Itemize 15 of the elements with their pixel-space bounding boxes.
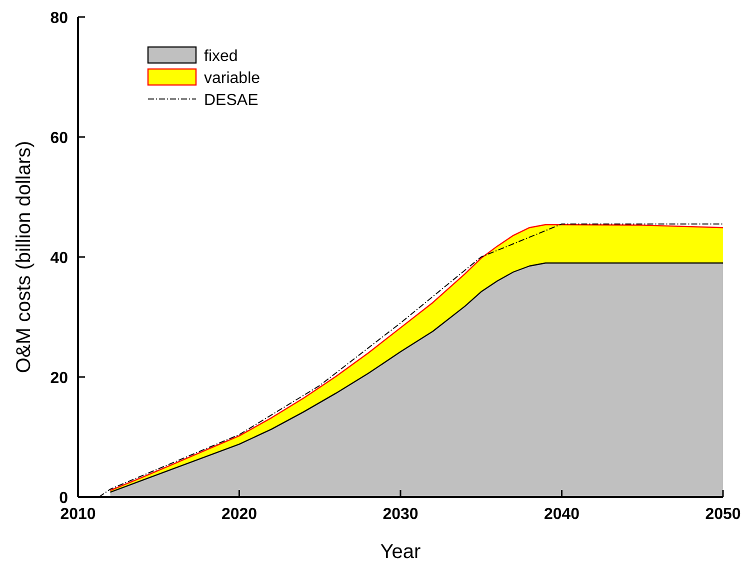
y-tick-label: 20 (50, 370, 68, 387)
x-tick-label: 2020 (221, 506, 258, 523)
x-tick-label: 2040 (544, 506, 580, 523)
y-tick-label: 0 (59, 490, 68, 507)
y-tick-label: 80 (50, 10, 68, 27)
legend-label: variable (204, 70, 260, 87)
y-tick-label: 40 (50, 250, 68, 267)
x-tick-label: 2010 (60, 506, 96, 523)
x-tick-label: 2030 (382, 506, 418, 523)
legend-label: fixed (204, 48, 238, 65)
x-tick-label: 2050 (705, 506, 741, 523)
y-axis-title: O&M costs (billion dollars) (13, 140, 35, 374)
legend-label: DESAE (204, 92, 258, 109)
y-tick-label: 60 (50, 130, 68, 147)
x-axis-title: Year (380, 541, 422, 563)
